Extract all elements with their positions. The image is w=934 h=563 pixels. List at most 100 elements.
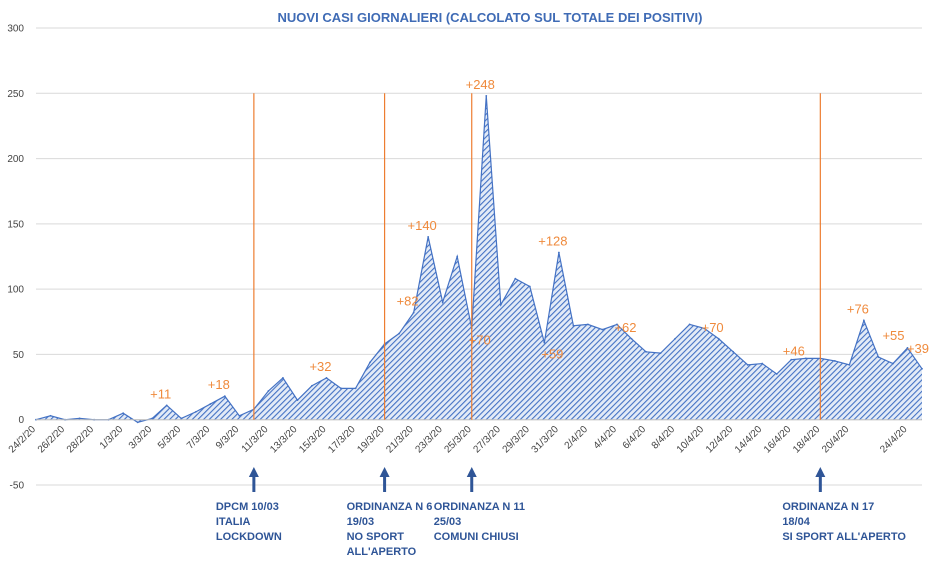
event-annotation-line: 18/04 (782, 516, 810, 528)
data-label: +55 (882, 328, 904, 343)
data-point (674, 337, 676, 340)
data-labels: +11 +18 +32 +82 +140 +70 +248 +59 +128 +62 +70 +46 +… (150, 77, 929, 401)
data-point (78, 417, 81, 420)
y-tick-label: 150 (7, 219, 24, 230)
y-tick-label: 300 (7, 24, 24, 35)
event-annotations: DPCM 10/03 ITALIA LOCKDOWN ORDINANZA N 6 19/… (216, 467, 906, 558)
data-point (136, 421, 139, 424)
event-annotation-line: 19/03 (347, 516, 375, 528)
x-tick-label: 24/4/20 (878, 424, 910, 456)
data-point (848, 363, 851, 366)
event-annotation-line: DPCM 10/03 (216, 501, 279, 513)
data-point (340, 387, 342, 390)
x-tick-label: 14/4/20 (733, 424, 765, 456)
y-tick-label: 50 (13, 350, 25, 361)
data-point (282, 377, 284, 379)
data-point (877, 356, 880, 358)
data-point (499, 303, 502, 306)
data-point (732, 350, 735, 353)
data-label: +70 (702, 320, 724, 335)
data-point (485, 95, 488, 97)
data-point (659, 352, 662, 355)
data-label: +11 (150, 386, 171, 401)
data-point (267, 390, 270, 392)
event-annotation-line: LOCKDOWN (216, 531, 282, 543)
event-annotation-line: ORDINANZA N 6 (347, 501, 433, 513)
x-tick-label: 9/3/20 (214, 424, 242, 452)
data-point (165, 404, 168, 407)
x-tick-label: 5/3/20 (156, 424, 184, 452)
data-label: +32 (309, 359, 331, 374)
x-tick-label: 20/4/20 (820, 424, 852, 456)
data-label: +70 (469, 332, 491, 347)
arrow-up-icon (815, 467, 826, 477)
x-tick-label: 27/3/20 (472, 424, 504, 456)
data-point (311, 384, 313, 387)
chart-title: NUOVI CASI GIORNALIERI (CALCOLATO SUL TO… (278, 10, 703, 25)
x-tick-label: 4/4/20 (592, 424, 620, 452)
x-tick-label: 29/3/20 (501, 424, 533, 456)
data-point (645, 350, 647, 353)
cases-area (36, 95, 922, 423)
x-tick-label: 23/3/20 (413, 424, 445, 456)
data-point (863, 319, 865, 322)
data-point (587, 323, 589, 326)
data-point (456, 255, 459, 258)
data-point (804, 357, 807, 360)
data-point (906, 347, 909, 349)
data-point (514, 277, 517, 280)
event-annotation-line: ORDINANZA N 11 (434, 501, 525, 513)
event-annotation-line: 25/03 (434, 516, 462, 528)
data-point (921, 367, 923, 370)
data-point (703, 327, 706, 330)
data-point (892, 362, 894, 365)
data-point (180, 417, 183, 420)
data-point (223, 395, 226, 398)
x-tick-label: 18/4/20 (791, 424, 823, 456)
data-point (49, 414, 52, 417)
x-tick-label: 12/4/20 (704, 424, 736, 456)
event-lines (253, 93, 821, 420)
y-tick-label: -50 (10, 481, 25, 492)
data-point (412, 311, 415, 314)
data-point (616, 323, 618, 326)
event-annotation-line: NO SPORT (347, 531, 405, 543)
y-tick-label: 200 (7, 154, 24, 165)
data-point (354, 387, 357, 390)
x-tick-label: 26/2/20 (36, 424, 68, 456)
data-point (790, 358, 793, 361)
data-point (630, 337, 633, 340)
data-point (746, 363, 749, 366)
arrow-up-icon (379, 467, 390, 477)
cases-line (35, 95, 923, 423)
data-label: +39 (907, 341, 929, 356)
data-label: +76 (847, 301, 869, 316)
data-point (209, 403, 212, 405)
arrow-up-icon (248, 467, 259, 477)
x-tick-label: 6/4/20 (621, 424, 649, 452)
event-annotation-line: SI SPORT ALL'APERTO (782, 531, 906, 543)
data-point (688, 323, 691, 326)
data-label: +140 (408, 218, 437, 233)
data-label: +59 (541, 347, 563, 362)
data-point (398, 332, 401, 335)
x-tick-label: 15/3/20 (297, 424, 329, 456)
data-label: +82 (397, 294, 419, 309)
data-point (601, 328, 604, 331)
data-point (572, 324, 575, 327)
data-point (369, 361, 371, 364)
data-point (151, 417, 154, 420)
data-point (427, 236, 430, 238)
event-annotation-line: ALL'APERTO (347, 546, 417, 558)
x-tick-label: 16/4/20 (762, 424, 794, 456)
x-tick-label: 19/3/20 (355, 424, 387, 456)
event-annotation-line: ITALIA (216, 516, 251, 528)
x-tick-label: 11/3/20 (240, 424, 271, 455)
data-point (325, 377, 328, 379)
arrow-up-icon (466, 467, 477, 477)
x-tick-label: 10/4/20 (675, 424, 707, 456)
data-point (761, 362, 764, 365)
x-tick-label: 25/3/20 (442, 424, 474, 456)
